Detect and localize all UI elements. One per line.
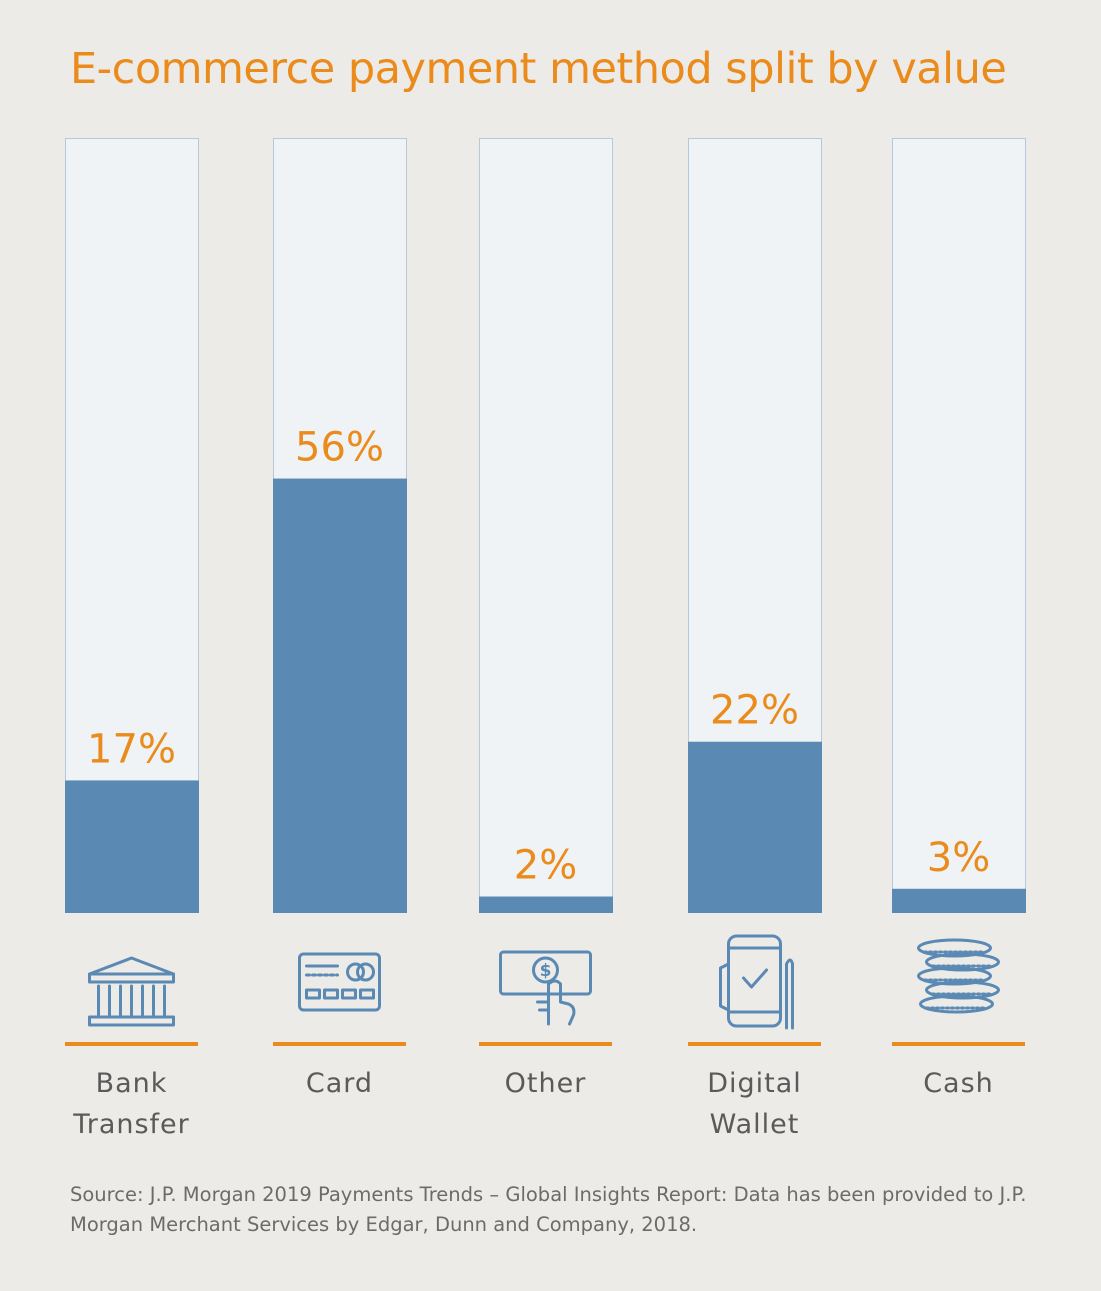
bar-track <box>892 138 1026 913</box>
category-underline <box>273 1042 406 1046</box>
mobile-wallet-icon <box>719 934 794 1030</box>
category-label: Bank Transfer <box>42 1063 222 1145</box>
bar <box>479 896 613 913</box>
category-label-line: Other <box>504 1068 587 1099</box>
bar-track <box>479 138 613 913</box>
category-label-line: Card <box>305 1068 374 1099</box>
bar-chart: 17% 56% 2% $22% 3% <box>65 138 1026 1046</box>
bar <box>892 888 1026 913</box>
cash-note-icon: $ <box>499 950 592 1026</box>
category-underline <box>479 1042 612 1046</box>
bank-icon <box>88 956 175 1027</box>
category-label: Digital Wallet <box>665 1063 845 1145</box>
category-label-line: Transfer <box>73 1109 190 1140</box>
bar <box>688 741 822 913</box>
category-label-line: Cash <box>923 1068 994 1099</box>
svg-text:$: $ <box>540 961 552 981</box>
data-label: 2% <box>514 843 577 889</box>
data-label: 22% <box>710 688 799 734</box>
chart-title: E-commerce payment method split by value <box>70 44 1007 94</box>
credit-card-icon <box>298 952 381 1012</box>
category-label-line: Wallet <box>709 1109 800 1140</box>
bar <box>273 478 407 913</box>
category-label-line: Digital <box>707 1068 802 1099</box>
data-label: 17% <box>87 726 176 772</box>
category-underline <box>688 1042 821 1046</box>
category-underline <box>892 1042 1025 1046</box>
data-label: 3% <box>927 835 990 881</box>
category-label-line: Bank <box>95 1068 168 1099</box>
category-label: Card <box>250 1063 430 1104</box>
bar <box>65 780 199 913</box>
coins-icon <box>917 938 1000 1014</box>
category-underline <box>65 1042 198 1046</box>
category-label: Other <box>456 1063 636 1104</box>
category-label: Cash <box>869 1063 1049 1104</box>
data-label: 56% <box>295 425 384 471</box>
source-note: Source: J.P. Morgan 2019 Payments Trends… <box>70 1183 1027 1236</box>
